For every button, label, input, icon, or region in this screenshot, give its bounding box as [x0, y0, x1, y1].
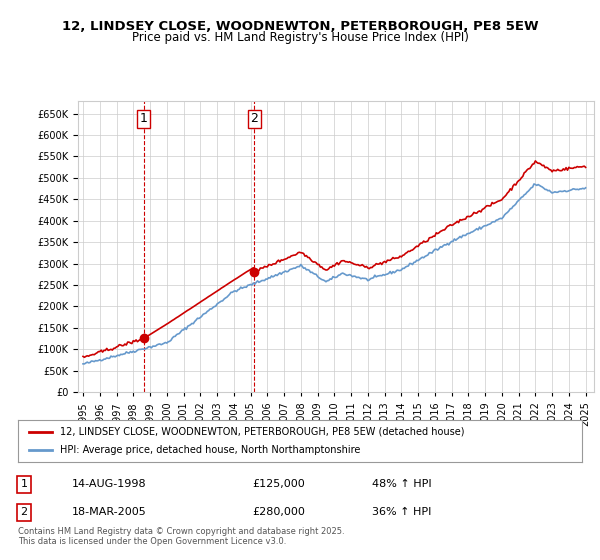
- Text: 12, LINDSEY CLOSE, WOODNEWTON, PETERBOROUGH, PE8 5EW (detached house): 12, LINDSEY CLOSE, WOODNEWTON, PETERBORO…: [60, 427, 465, 437]
- Text: 18-MAR-2005: 18-MAR-2005: [72, 507, 147, 517]
- Text: Price paid vs. HM Land Registry's House Price Index (HPI): Price paid vs. HM Land Registry's House …: [131, 31, 469, 44]
- Text: HPI: Average price, detached house, North Northamptonshire: HPI: Average price, detached house, Nort…: [60, 445, 361, 455]
- Text: 36% ↑ HPI: 36% ↑ HPI: [372, 507, 431, 517]
- Text: 2: 2: [20, 507, 28, 517]
- Text: Contains HM Land Registry data © Crown copyright and database right 2025.
This d: Contains HM Land Registry data © Crown c…: [18, 526, 344, 546]
- Text: 2: 2: [250, 113, 258, 125]
- Text: 48% ↑ HPI: 48% ↑ HPI: [372, 479, 431, 489]
- Text: £280,000: £280,000: [252, 507, 305, 517]
- Text: 12, LINDSEY CLOSE, WOODNEWTON, PETERBOROUGH, PE8 5EW: 12, LINDSEY CLOSE, WOODNEWTON, PETERBORO…: [62, 20, 538, 32]
- Text: 1: 1: [20, 479, 28, 489]
- Text: 14-AUG-1998: 14-AUG-1998: [72, 479, 146, 489]
- Text: £125,000: £125,000: [252, 479, 305, 489]
- Text: 1: 1: [140, 113, 148, 125]
